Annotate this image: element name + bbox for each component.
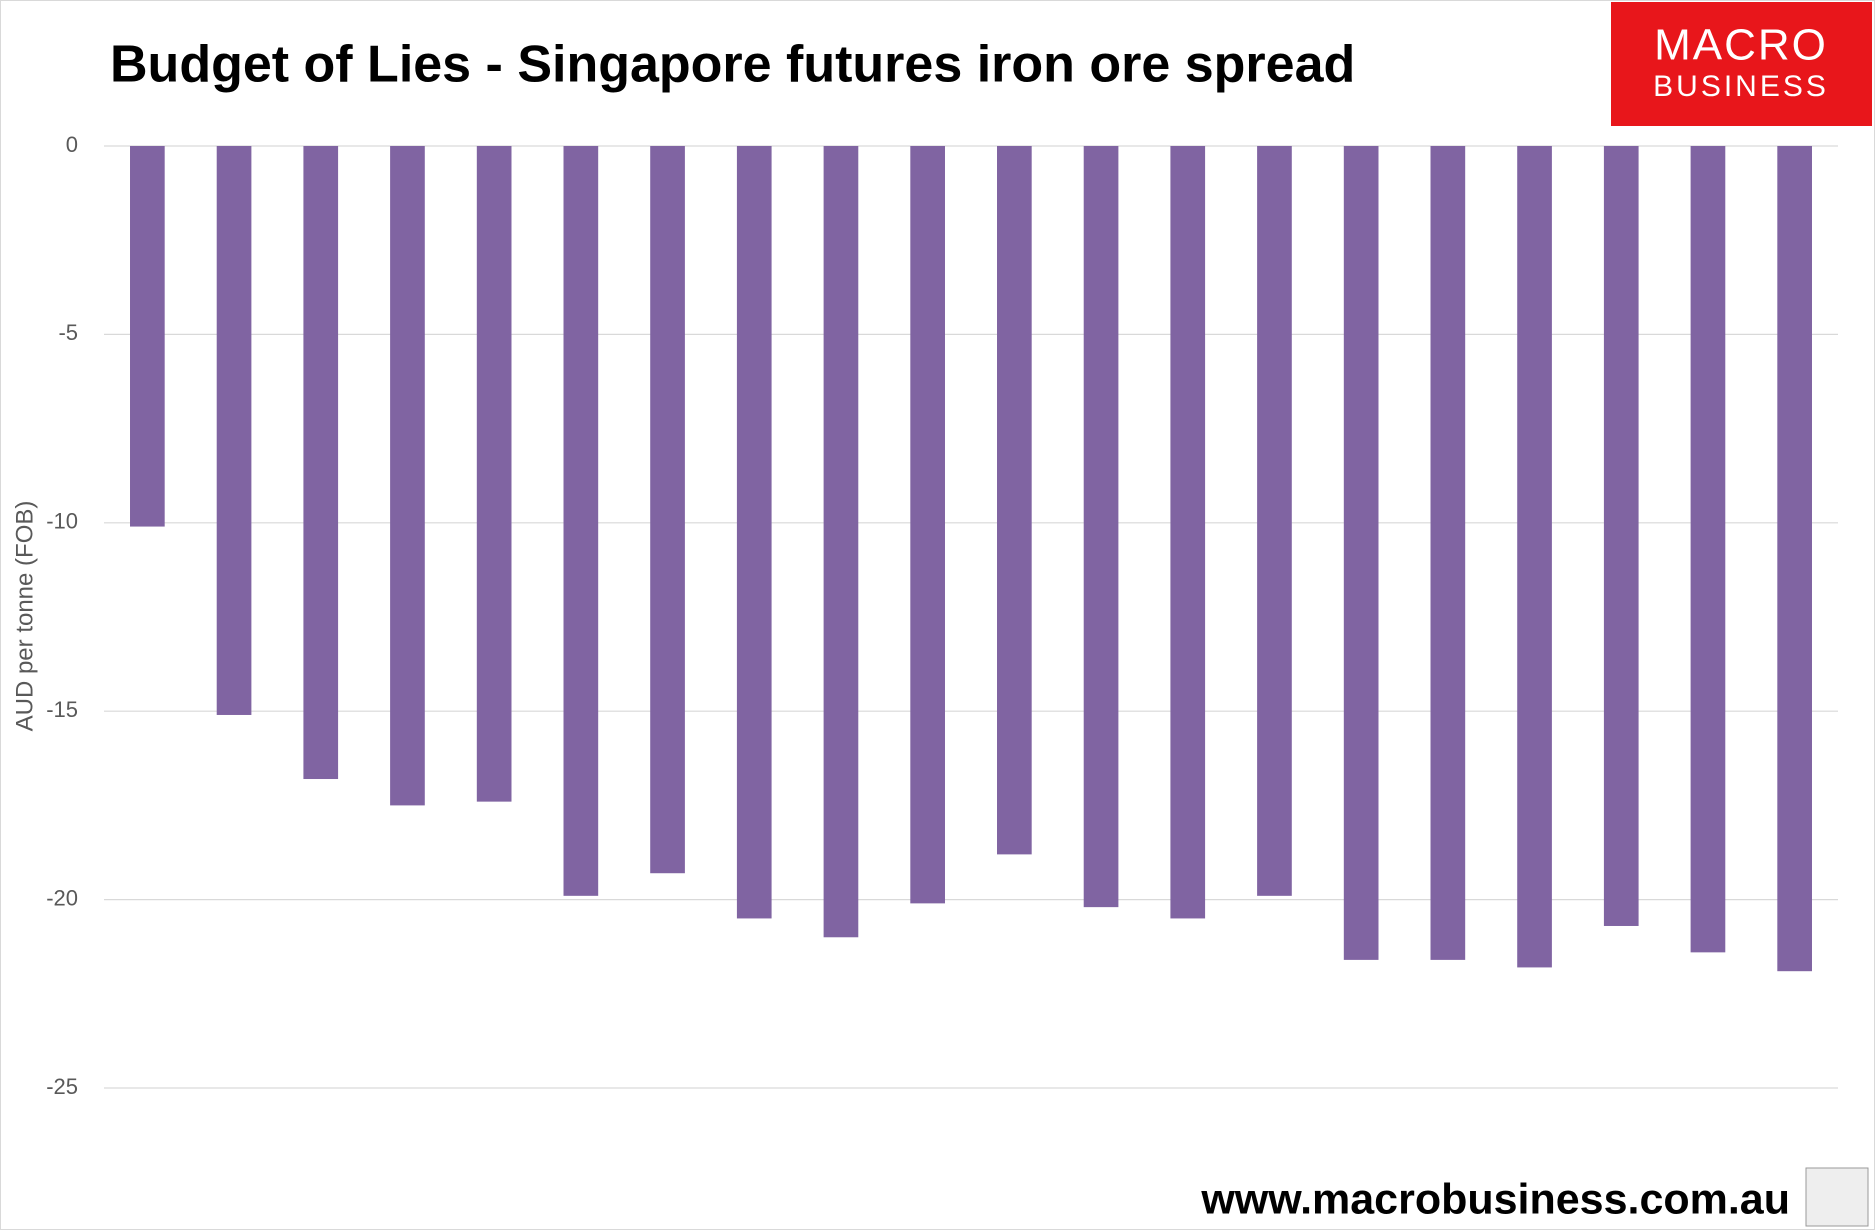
logo-text: BUSINESS	[1653, 70, 1829, 103]
bar	[1603, 146, 1639, 926]
bar	[1170, 146, 1206, 919]
bar	[390, 146, 425, 806]
fox-icon	[1805, 1167, 1869, 1227]
y-tick-label: -5	[58, 320, 78, 345]
bar	[563, 146, 599, 896]
y-tick-label: -15	[46, 697, 78, 722]
bar	[130, 146, 165, 527]
y-tick-label: -10	[46, 509, 78, 534]
bar	[910, 146, 945, 904]
bar	[1083, 146, 1119, 908]
bar	[1517, 146, 1552, 968]
bar	[823, 146, 859, 938]
bar	[1343, 146, 1379, 960]
bar	[1257, 146, 1292, 896]
y-tick-label: 0	[66, 132, 78, 157]
y-tick-label: -25	[46, 1074, 78, 1099]
bar	[216, 146, 252, 715]
y-tick-label: -20	[46, 885, 78, 910]
y-axis-label: AUD per tonne (FOB)	[11, 501, 38, 732]
bar	[997, 146, 1032, 855]
bar	[303, 146, 339, 780]
chart-title: Budget of Lies - Singapore futures iron …	[110, 36, 1355, 94]
bar	[736, 146, 772, 919]
bar	[1777, 146, 1812, 972]
logo-box	[1611, 2, 1872, 126]
bar	[476, 146, 512, 802]
bar	[1690, 146, 1726, 953]
bar	[650, 146, 685, 874]
bar	[1430, 146, 1466, 960]
source: www.macrobusiness.com.au	[1200, 1175, 1790, 1223]
logo-text: MACRO	[1654, 21, 1828, 70]
